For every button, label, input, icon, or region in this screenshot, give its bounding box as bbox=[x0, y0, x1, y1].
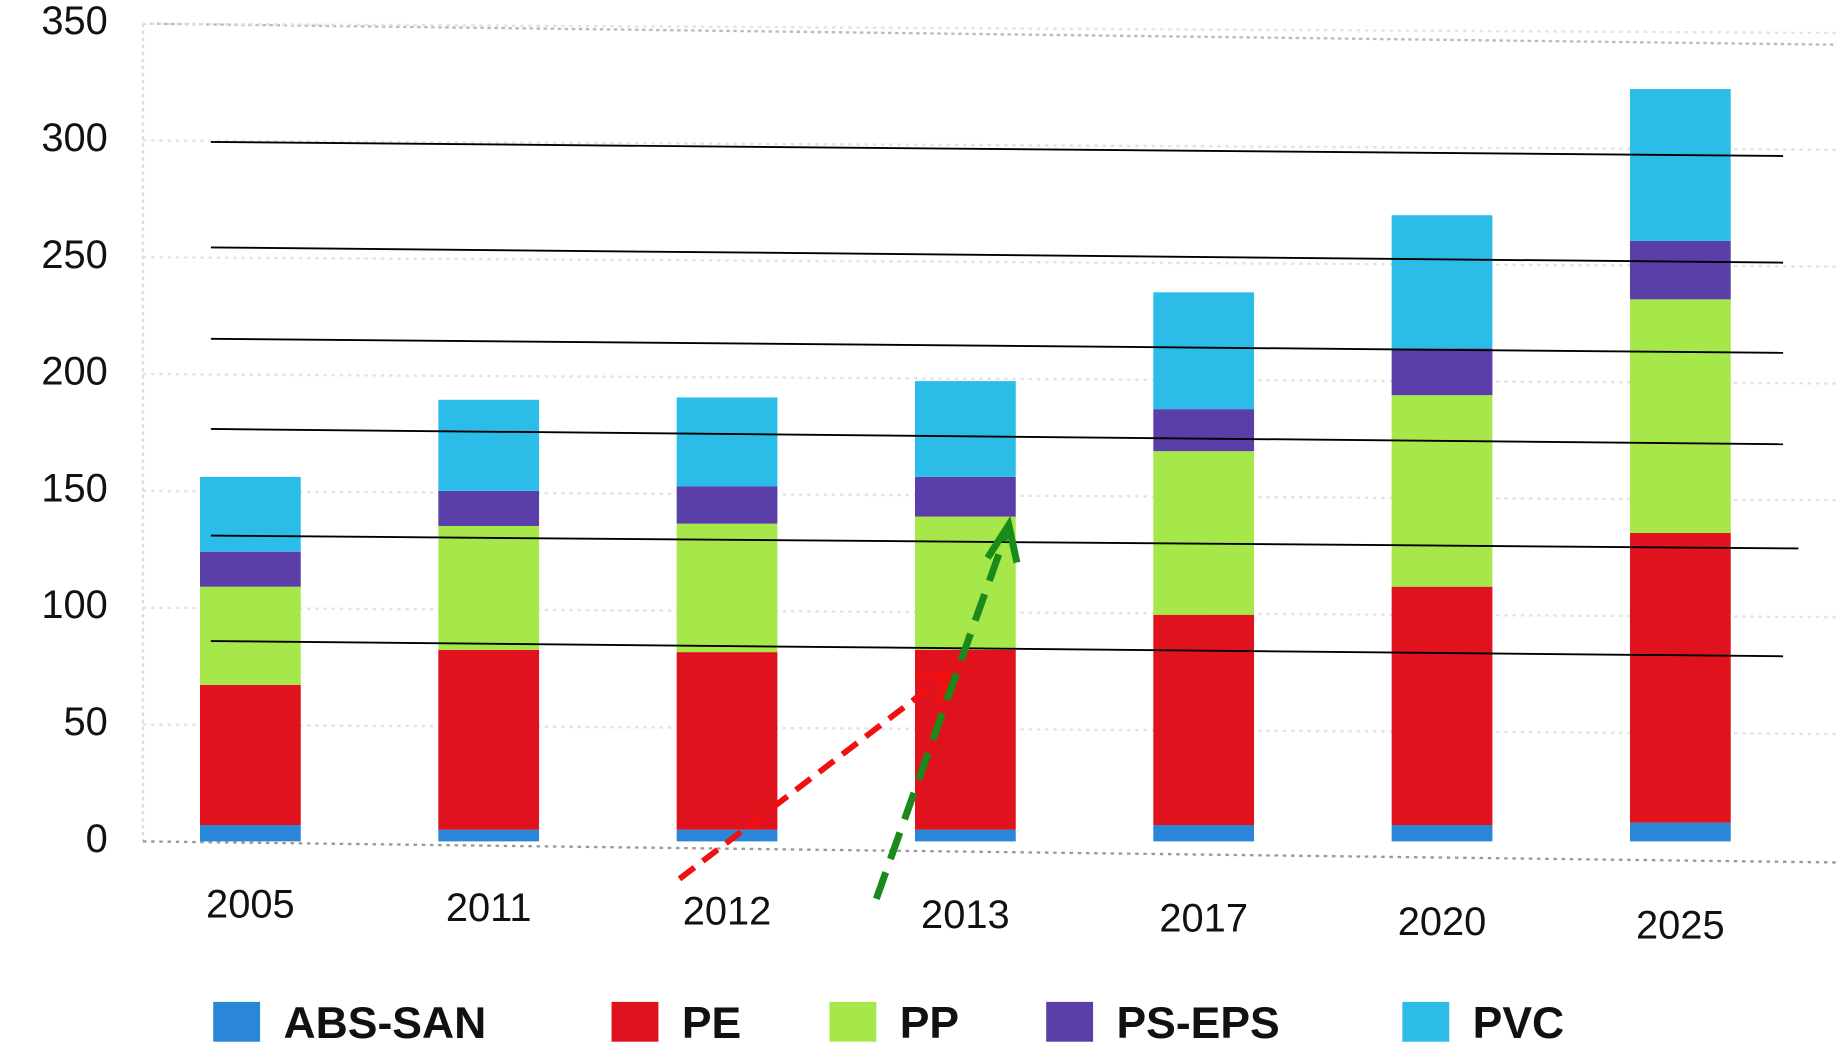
x-tick-label: 2011 bbox=[446, 886, 532, 930]
bar-segment bbox=[676, 523, 778, 653]
bar-segment bbox=[200, 551, 301, 587]
x-tick-label: 2025 bbox=[1636, 904, 1725, 948]
bar-segment bbox=[200, 684, 301, 826]
legend-label: PE bbox=[682, 999, 741, 1048]
grid-line bbox=[142, 256, 1837, 268]
legend-label: PP bbox=[900, 999, 959, 1048]
y-tick-label: 100 bbox=[41, 583, 107, 627]
y-tick-label: 0 bbox=[86, 817, 108, 861]
legend-swatch bbox=[1046, 1001, 1094, 1042]
bar-segment bbox=[1391, 825, 1493, 842]
annotation-line bbox=[210, 428, 1784, 446]
bar-segment bbox=[200, 586, 301, 685]
bar-segment bbox=[200, 476, 301, 552]
plot-frame-top bbox=[142, 22, 1837, 46]
annotation-line bbox=[210, 246, 1784, 264]
green-arrow-head bbox=[984, 516, 1021, 564]
annotation-line bbox=[210, 337, 1784, 354]
x-tick-label: 2020 bbox=[1398, 900, 1487, 944]
bar-segment bbox=[1391, 586, 1493, 826]
legend-label: PS-EPS bbox=[1116, 999, 1279, 1048]
grid-line bbox=[142, 840, 1837, 864]
x-tick-label: 2012 bbox=[683, 890, 772, 934]
legend-swatch bbox=[611, 1001, 659, 1042]
y-tick-label: 200 bbox=[41, 350, 107, 394]
bar-segment bbox=[1391, 348, 1493, 396]
bar-segment bbox=[1153, 825, 1255, 842]
bar-segment bbox=[914, 829, 1016, 842]
y-tick-label: 300 bbox=[41, 116, 107, 160]
bar-segment bbox=[1629, 299, 1731, 533]
bar-segment bbox=[438, 649, 540, 830]
bar-segment bbox=[1629, 89, 1731, 241]
y-tick-label: 350 bbox=[41, 0, 107, 43]
bar-segment bbox=[438, 525, 540, 650]
x-tick-label: 2005 bbox=[206, 882, 295, 926]
legend-label: PVC bbox=[1473, 999, 1565, 1048]
legend-swatch bbox=[1402, 1001, 1450, 1042]
annotation-line bbox=[210, 640, 1784, 658]
annotation-line bbox=[210, 141, 1784, 157]
bar-segment bbox=[438, 399, 540, 491]
bar-segment bbox=[1153, 451, 1255, 615]
red-arrow bbox=[677, 675, 945, 882]
grid-line bbox=[142, 139, 1837, 151]
bar-segment bbox=[1391, 215, 1493, 349]
grid-line bbox=[142, 22, 1837, 35]
legend-swatch bbox=[213, 1001, 261, 1042]
bar-segment bbox=[1153, 614, 1255, 826]
grid-line bbox=[142, 372, 1837, 385]
x-tick-label: 2017 bbox=[1159, 897, 1248, 941]
bar-segment bbox=[676, 652, 778, 830]
y-tick-label: 150 bbox=[41, 466, 107, 510]
bar-segment bbox=[676, 486, 778, 524]
green-arrow bbox=[873, 528, 1011, 900]
bar-segment bbox=[200, 825, 301, 842]
bar-segment bbox=[914, 649, 1016, 830]
bar-segment bbox=[438, 829, 540, 842]
bar-segment bbox=[676, 397, 778, 487]
bar-segment bbox=[914, 381, 1016, 477]
bar-segment bbox=[1153, 292, 1255, 410]
x-tick-label: 2013 bbox=[921, 893, 1010, 937]
legend-label: ABS-SAN bbox=[284, 999, 487, 1048]
bar-segment bbox=[1153, 409, 1255, 452]
bar-segment bbox=[1629, 240, 1731, 300]
annotation-line bbox=[210, 534, 1799, 550]
bar-segment bbox=[438, 490, 540, 526]
y-tick-label: 250 bbox=[41, 233, 107, 277]
legend-swatch bbox=[829, 1001, 877, 1042]
bar-segment bbox=[676, 829, 778, 842]
y-tick-label: 50 bbox=[63, 700, 107, 744]
bar-segment bbox=[1629, 532, 1731, 823]
red-arrow-head bbox=[915, 669, 954, 705]
bar-segment bbox=[1629, 822, 1731, 842]
annotations bbox=[210, 141, 1799, 900]
bar-segment bbox=[914, 476, 1016, 517]
bar-segment bbox=[1391, 395, 1493, 587]
